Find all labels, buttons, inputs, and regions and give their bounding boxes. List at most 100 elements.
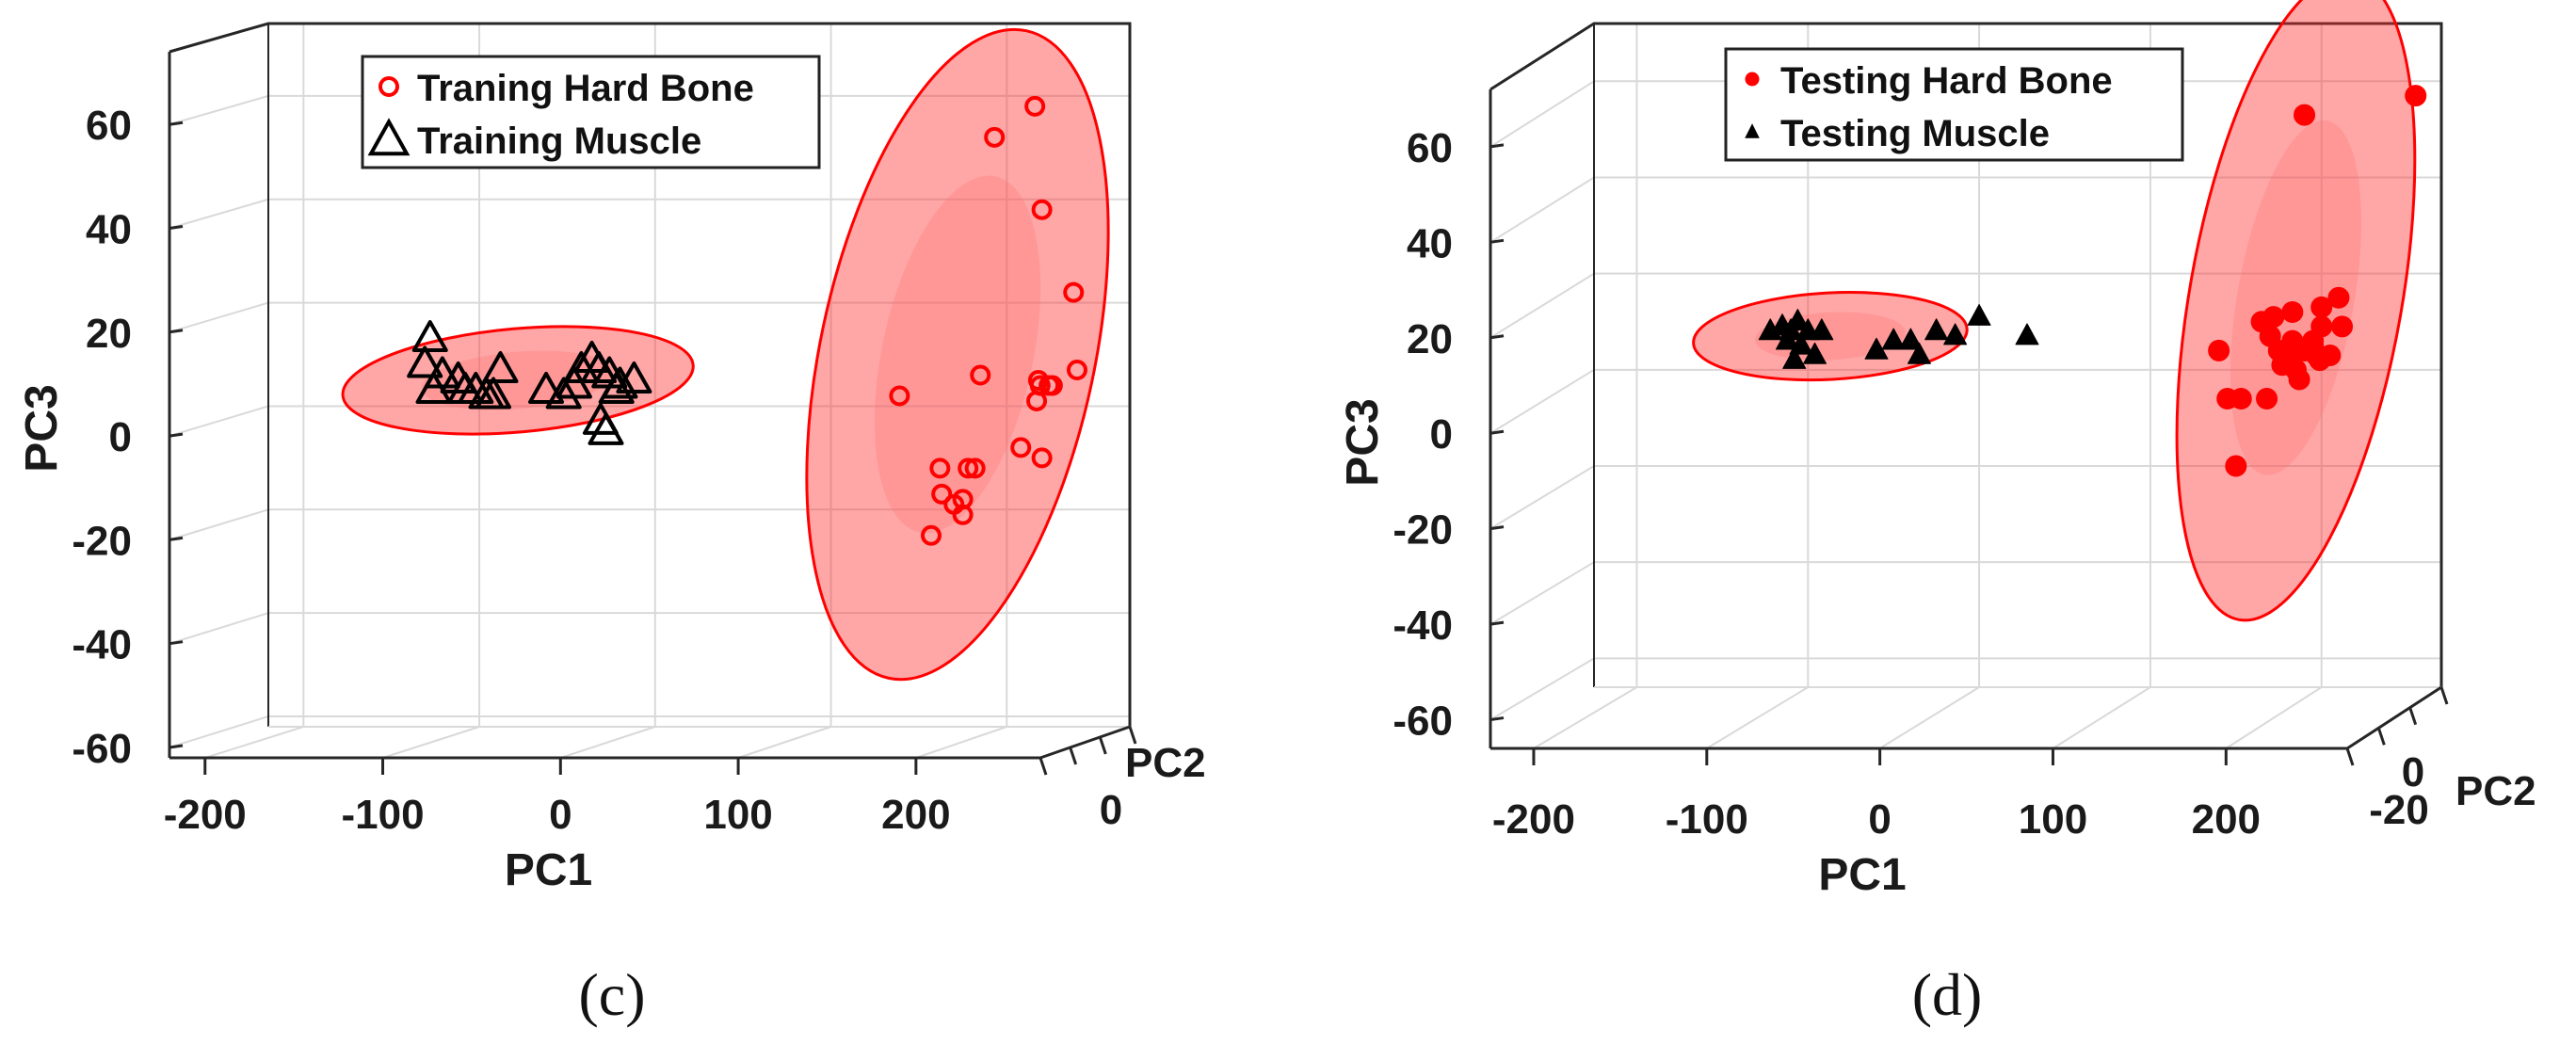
y-tick-label: 0 — [1430, 411, 1453, 458]
y-tick — [169, 432, 184, 438]
y-tick — [169, 536, 184, 541]
data-point-bone — [2294, 104, 2316, 126]
legend-box — [1724, 47, 2184, 162]
z-tick-label: -20 — [2369, 787, 2429, 833]
y-tick-label: 20 — [1407, 316, 1453, 362]
data-point-bone — [889, 385, 910, 407]
data-point-bone — [929, 458, 951, 479]
data-point-muscle — [1782, 346, 1807, 369]
y-tick — [1489, 620, 1505, 626]
x-tick-label: 200 — [881, 792, 950, 838]
data-point-muscle — [1810, 318, 1834, 341]
z-tick — [2439, 686, 2449, 705]
legend-marker-muscle — [367, 118, 411, 156]
data-point-muscle — [588, 412, 624, 445]
data-point-muscle — [411, 320, 448, 353]
y-tick — [169, 744, 184, 749]
data-point-bone — [1026, 390, 1048, 411]
y-tick-label: -60 — [72, 726, 132, 772]
data-point-muscle — [1803, 342, 1827, 364]
data-point-muscle — [1943, 323, 1968, 345]
data-point-bone — [920, 524, 942, 546]
data-point-muscle — [482, 351, 519, 384]
data-point-bone — [2327, 286, 2350, 309]
side-grid-line — [169, 301, 269, 333]
data-point-bone — [1038, 375, 1060, 396]
y-axis-label: PC3 — [1338, 398, 1388, 486]
side-grid-line — [169, 405, 269, 438]
y-tick-label: -20 — [72, 518, 132, 564]
data-point-bone — [2262, 306, 2285, 329]
y-tick-label: -40 — [72, 622, 132, 668]
legend-label: Traning Hard Bone — [417, 68, 754, 109]
data-point-bone — [1010, 437, 1032, 458]
x-tick-label: -100 — [1666, 796, 1748, 843]
x-tick-label: 100 — [703, 792, 772, 838]
y-tick-label: 40 — [86, 207, 132, 253]
legend-label: Testing Muscle — [1780, 113, 2050, 154]
z-tick — [2376, 727, 2386, 746]
x-tick-label: 100 — [2019, 796, 2087, 843]
y-tick — [1489, 143, 1505, 149]
floor-grid-line — [1879, 686, 1980, 749]
data-point-bone — [2225, 455, 2247, 477]
data-point-muscle — [1785, 309, 1810, 331]
side-grid-line — [169, 94, 269, 126]
panel-label-c: (c) — [578, 961, 646, 1028]
floor-grid-line — [915, 726, 1007, 759]
side-grid-line — [169, 508, 269, 541]
z-tick-label: 0 — [1100, 787, 1122, 833]
data-point-bone — [1066, 360, 1087, 381]
y-tick-label: -20 — [1393, 507, 1453, 554]
y-tick — [169, 120, 184, 126]
data-point-muscle — [1775, 328, 1799, 350]
side-grid-line — [169, 198, 269, 230]
z-tick-label: 0 — [2402, 749, 2424, 795]
confidence-ellipse-0 — [805, 27, 1110, 682]
side-grid-line — [1489, 465, 1595, 530]
data-point-muscle — [1967, 303, 1991, 326]
data-point-bone — [1027, 369, 1049, 391]
y-tick-label: 20 — [86, 311, 132, 357]
side-grid-line — [169, 612, 269, 645]
z-tick — [2345, 747, 2355, 766]
y-tick — [169, 640, 184, 646]
y-tick-label: 60 — [1407, 125, 1453, 171]
z-tick — [1128, 726, 1137, 745]
side-grid-line — [1489, 368, 1595, 435]
data-point-bone — [964, 458, 986, 479]
data-point-bone — [2256, 387, 2278, 410]
y-tick — [1489, 334, 1505, 340]
data-point-bone — [931, 483, 953, 505]
data-point-muscle — [1864, 337, 1889, 360]
data-point-muscle — [528, 371, 565, 404]
box-outline-back — [1489, 22, 2443, 687]
x-axis-label: PC1 — [505, 845, 592, 895]
data-point-muscle — [415, 371, 452, 404]
legend-label: Testing Hard Bone — [1780, 60, 2113, 102]
side-grid-line — [1489, 176, 1595, 244]
z-axis-line — [1039, 725, 1131, 760]
data-point-bone — [2208, 339, 2230, 361]
side-grid-line — [1489, 657, 1595, 721]
confidence-ellipse-core-0 — [2230, 120, 2361, 475]
legend-marker-muscle — [1745, 123, 1760, 138]
legend-label: Training Muscle — [417, 120, 701, 162]
data-point-bone — [1024, 95, 1046, 117]
x-tick-label: -200 — [164, 792, 247, 838]
z-tick — [1098, 736, 1107, 755]
data-point-bone — [1063, 281, 1085, 303]
data-point-bone — [984, 126, 1006, 148]
y-tick — [169, 225, 184, 230]
data-point-muscle — [1881, 328, 1906, 350]
y-tick — [1489, 525, 1505, 531]
data-point-muscle — [598, 371, 635, 404]
data-point-bone — [2331, 315, 2354, 338]
box-outline-back — [169, 22, 1132, 727]
floor-grid-line — [382, 726, 480, 759]
data-point-bone — [2405, 85, 2427, 107]
data-point-muscle — [545, 377, 582, 410]
y-tick — [169, 329, 184, 334]
